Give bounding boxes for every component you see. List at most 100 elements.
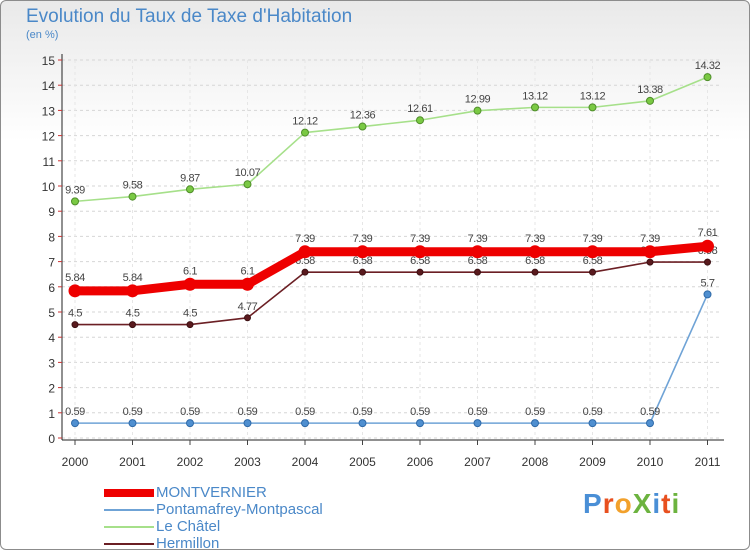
data-label: 6.1	[183, 265, 197, 277]
data-point	[71, 419, 79, 428]
y-tick-label: 6	[48, 281, 55, 295]
data-label: 0.59	[525, 406, 545, 418]
data-label: 10.07	[235, 167, 261, 179]
data-label: 6.58	[410, 255, 430, 267]
x-tick-label: 2005	[349, 455, 376, 469]
legend-swatch-le-chatel	[104, 525, 154, 528]
proxiti-logo: ProXiti	[583, 488, 680, 520]
logo-letter: i	[652, 488, 662, 519]
logo-letter: o	[614, 488, 633, 519]
logo-letter: X	[632, 488, 653, 519]
legend-swatch-montvernier	[104, 488, 154, 497]
data-point	[183, 277, 197, 291]
data-label: 0.59	[410, 406, 430, 418]
legend-label-le-chatel: Le Châtel	[156, 517, 221, 535]
data-label: 0.59	[353, 406, 373, 418]
data-point	[531, 419, 539, 428]
data-label: 9.58	[123, 180, 143, 192]
x-tick-label: 2006	[407, 455, 434, 469]
data-point	[588, 419, 597, 428]
data-label: 5.7	[700, 277, 714, 289]
series-line-montvernier	[70, 241, 712, 296]
data-point	[701, 239, 714, 253]
data-point	[643, 245, 657, 259]
series-line-le-ch-tel	[74, 76, 709, 203]
data-label: 7.39	[640, 233, 660, 245]
data-point	[471, 245, 484, 259]
data-point	[128, 192, 137, 201]
data-label: 5.84	[65, 272, 85, 284]
y-tick-label: 1	[48, 407, 55, 421]
data-point	[703, 73, 712, 82]
logo-letter: r	[602, 488, 615, 519]
data-label: 0.59	[180, 406, 200, 418]
data-point	[243, 180, 252, 189]
series-line-pontamafrey-montpascal	[74, 293, 709, 424]
x-tick-label: 2000	[62, 455, 89, 469]
data-label: 4.77	[238, 301, 258, 313]
data-label: 7.39	[468, 233, 488, 245]
data-label: 14.32	[695, 60, 721, 72]
data-label: 0.59	[583, 406, 603, 418]
x-tick-label: 2003	[234, 455, 261, 469]
data-point	[68, 284, 82, 298]
data-label: 9.39	[65, 184, 85, 196]
data-label: 13.12	[522, 90, 548, 102]
chart-title: Evolution du Taux de Taxe d'Habitation	[26, 6, 353, 27]
legend-swatch-hermillon	[104, 542, 154, 545]
data-point	[358, 419, 367, 428]
x-tick-label: 2010	[637, 455, 664, 469]
x-tick-label: 2002	[177, 455, 204, 469]
data-point	[186, 185, 194, 194]
series-montvernier: 5.84 5.84 6.1 6.1 7.39 7.39 7.39 7.39 7.39 7.39 7.…	[65, 227, 718, 298]
y-tick-label: 13	[42, 104, 56, 118]
data-point	[359, 268, 366, 276]
logo-letter: P	[583, 488, 603, 519]
data-point	[358, 122, 367, 131]
y-tick-label: 14	[42, 79, 56, 93]
logo-letter: t	[661, 488, 672, 519]
series-line-hermillon	[74, 261, 709, 326]
data-label: 5.84	[123, 272, 143, 284]
data-point	[473, 106, 482, 115]
x-tick-label: 2001	[119, 455, 146, 469]
data-label: 9.87	[180, 172, 200, 184]
data-label: 0.59	[65, 406, 85, 418]
data-point	[416, 419, 424, 428]
legend-item-le-chatel: Le Châtel	[104, 518, 323, 535]
data-point	[298, 245, 312, 259]
y-tick-label: 0	[48, 432, 55, 446]
y-tick-label: 10	[42, 180, 56, 194]
x-tick-label: 2007	[464, 455, 491, 469]
x-tick-label: 2008	[522, 455, 549, 469]
data-label: 7.39	[525, 233, 545, 245]
data-point	[416, 116, 424, 125]
series-le-ch-tel: 9.39 9.58 9.87 10.07 12.12 12.36 12.61 12.99 13.…	[65, 60, 721, 206]
data-label: 6.58	[583, 255, 603, 267]
data-point	[301, 128, 309, 137]
data-label: 0.59	[123, 406, 143, 418]
data-label: 6.58	[353, 255, 373, 267]
data-point	[126, 284, 139, 298]
data-point	[589, 268, 596, 276]
data-label: 13.38	[637, 84, 663, 96]
data-label: 6.1	[240, 265, 254, 277]
data-label: 12.61	[407, 103, 433, 115]
y-tick-label: 15	[42, 54, 56, 68]
data-label: 4.5	[125, 308, 139, 320]
series-pontamafrey-montpascal: 0.59 0.59 0.59 0.59 0.59 0.59 0.59 0.59 0.59 0.59…	[65, 277, 715, 428]
data-label: 0.59	[468, 406, 488, 418]
data-label: 6.58	[525, 255, 545, 267]
data-point	[473, 419, 482, 428]
data-label: 0.59	[295, 406, 315, 418]
data-point	[531, 268, 539, 276]
data-point	[71, 321, 79, 329]
data-point	[413, 245, 427, 259]
data-label: 0.59	[238, 406, 258, 418]
data-label: 7.61	[698, 227, 718, 239]
data-point	[416, 268, 424, 276]
legend-label-hermillon: Hermillon	[156, 534, 220, 552]
y-tick-label: 5	[48, 306, 55, 320]
y-tick-label: 7	[48, 256, 55, 270]
data-point	[241, 277, 254, 291]
